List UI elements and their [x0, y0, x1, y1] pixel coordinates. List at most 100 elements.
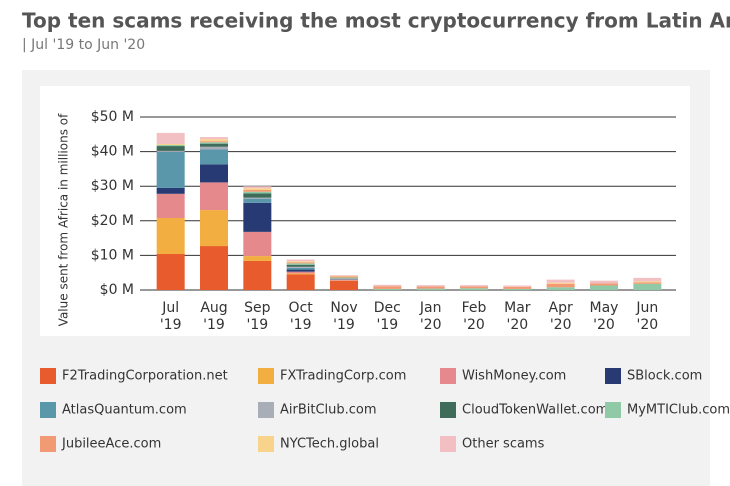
bar-segment: [200, 182, 228, 211]
bar-segment: [590, 285, 618, 290]
bar-segment: [200, 141, 228, 143]
legend-label: JubileeAce.com: [61, 437, 161, 452]
bar-segment: [633, 281, 662, 283]
legend-label: NYCTech.global: [280, 437, 379, 452]
legend-swatch: [258, 402, 274, 418]
bar-segment: [200, 146, 228, 150]
bar-segment: [503, 288, 532, 290]
bar-segment: [156, 151, 185, 188]
bar-segment: [590, 283, 618, 286]
bar-segment: [416, 285, 445, 287]
bar-segment: [243, 260, 272, 290]
bar-segment: [286, 264, 315, 267]
bar-segment: [330, 277, 358, 279]
legend-label: AirBitClub.com: [280, 403, 377, 418]
bar-segment: [243, 256, 272, 261]
y-tick-label: $0 M: [100, 282, 134, 298]
bar-segment: [200, 149, 228, 165]
bar-segment: [286, 271, 315, 274]
bar-segment: [156, 193, 185, 219]
bar-segment: [633, 277, 662, 282]
y-axis-title: Value sent from Africa in millions of: [57, 113, 71, 326]
bar-segment: [286, 267, 315, 270]
bar-segment: [373, 286, 402, 289]
legend-swatch: [440, 436, 456, 452]
legend-swatch: [440, 368, 456, 384]
bar-segment: [156, 254, 185, 290]
legend-label: AtlasQuantum.com: [62, 403, 187, 418]
x-tick-label: Apr '20: [549, 300, 573, 333]
bar-segment: [156, 218, 185, 255]
bar-segment: [243, 202, 272, 232]
bar-segment: [286, 266, 315, 268]
legend-swatch: [40, 436, 56, 452]
bar-segment: [156, 132, 185, 144]
y-tick-label: $20 M: [91, 213, 134, 229]
legend-label: MyMTIClub.com: [627, 403, 730, 418]
bar-segment: [200, 246, 228, 290]
bar-segment: [156, 150, 185, 152]
legend-label: FXTradingCorp.com: [280, 369, 406, 384]
bar-segment: [286, 259, 315, 262]
bar-segment: [286, 274, 315, 290]
bar-segment: [373, 288, 402, 290]
x-tick-label: Mar '20: [504, 300, 531, 333]
legend-swatch: [40, 402, 56, 418]
bar-segment: [200, 139, 228, 142]
x-tick-label: Dec '19: [374, 300, 401, 333]
bar-segment: [330, 281, 358, 290]
bar-segment: [243, 191, 272, 194]
legend-swatch: [40, 368, 56, 384]
y-tick-label: $50 M: [91, 109, 134, 125]
legend-label: F2TradingCorporation.net: [62, 369, 228, 384]
bar-segment: [286, 262, 315, 264]
bar-segment: [243, 188, 272, 191]
bar-segment: [243, 190, 272, 192]
bar-segment: [156, 146, 185, 151]
bar-segment: [243, 198, 272, 203]
bar-segment: [200, 164, 228, 183]
bar-segment: [633, 283, 662, 290]
bar-segment: [200, 143, 228, 147]
x-tick-label: Sep '19: [244, 300, 271, 333]
x-tick-label: Aug '19: [200, 300, 227, 333]
bar-segment: [503, 286, 532, 289]
bar-segment: [243, 197, 272, 199]
y-tick-label: $10 M: [91, 247, 134, 263]
bar-segment: [546, 279, 575, 283]
bar-segment: [373, 284, 402, 287]
x-tick-label: Jan '20: [419, 300, 442, 333]
bar-segment: [286, 263, 315, 265]
x-tick-label: May '20: [590, 300, 619, 333]
bar-segment: [200, 142, 228, 144]
legend-swatch: [258, 436, 274, 452]
bar-segment: [243, 193, 272, 198]
plot-box: [40, 86, 690, 336]
x-tick-label: Feb '20: [462, 300, 487, 333]
bar-segment: [546, 287, 575, 290]
legend-swatch: [605, 368, 621, 384]
bar-segment: [546, 282, 575, 284]
bar-segment: [286, 261, 315, 263]
legend-swatch: [605, 402, 621, 418]
bar-segment: [460, 288, 488, 290]
legend-swatch: [258, 368, 274, 384]
x-tick-label: Oct '19: [289, 300, 314, 333]
bar-segment: [286, 269, 315, 272]
bar-segment: [156, 143, 185, 146]
y-tick-label: $40 M: [91, 144, 134, 160]
bar-segment: [286, 273, 315, 275]
bar-segment: [330, 279, 358, 281]
bar-segment: [633, 282, 662, 284]
bar-segment: [330, 275, 358, 277]
bar-segment: [416, 288, 445, 290]
legend-label: SBlock.com: [627, 369, 702, 384]
x-tick-label: Jul '19: [160, 300, 182, 333]
bar-segment: [503, 285, 532, 287]
chart-title: Top ten scams receiving the most cryptoc…: [22, 9, 730, 33]
legend-label: WishMoney.com: [462, 369, 566, 384]
legend-label: Other scams: [462, 437, 545, 452]
bar-segment: [460, 286, 488, 289]
bar-segment: [460, 285, 488, 287]
